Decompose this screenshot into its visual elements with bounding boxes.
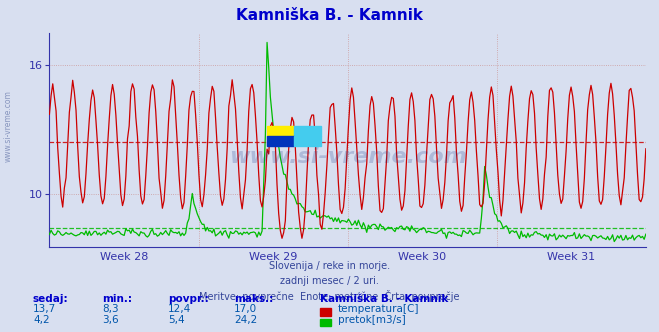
- Bar: [267, 126, 294, 136]
- Text: min.:: min.:: [102, 294, 132, 304]
- Text: Kamniška B. - Kamnik: Kamniška B. - Kamnik: [236, 8, 423, 23]
- Text: Slovenija / reke in morje.: Slovenija / reke in morje.: [269, 261, 390, 271]
- Text: pretok[m3/s]: pretok[m3/s]: [338, 315, 406, 325]
- Text: zadnji mesec / 2 uri.: zadnji mesec / 2 uri.: [280, 276, 379, 286]
- Text: 13,7: 13,7: [33, 304, 56, 314]
- Text: temperatura[C]: temperatura[C]: [338, 304, 420, 314]
- Text: 12,4: 12,4: [168, 304, 191, 314]
- Bar: [294, 126, 321, 136]
- Bar: [294, 136, 321, 146]
- Text: www.si-vreme.com: www.si-vreme.com: [229, 147, 467, 167]
- Text: sedaj:: sedaj:: [33, 294, 69, 304]
- Text: 4,2: 4,2: [33, 315, 49, 325]
- Bar: [267, 136, 294, 146]
- Text: Kamniška B. - Kamnik: Kamniška B. - Kamnik: [320, 294, 448, 304]
- Text: 3,6: 3,6: [102, 315, 119, 325]
- Text: 5,4: 5,4: [168, 315, 185, 325]
- Text: maks.:: maks.:: [234, 294, 273, 304]
- Text: 8,3: 8,3: [102, 304, 119, 314]
- Text: povpr.:: povpr.:: [168, 294, 209, 304]
- Text: Meritve: povprečne  Enote: metrične  Črta: povprečje: Meritve: povprečne Enote: metrične Črta:…: [199, 290, 460, 302]
- Text: www.si-vreme.com: www.si-vreme.com: [3, 90, 13, 162]
- Text: 17,0: 17,0: [234, 304, 257, 314]
- Text: 24,2: 24,2: [234, 315, 257, 325]
